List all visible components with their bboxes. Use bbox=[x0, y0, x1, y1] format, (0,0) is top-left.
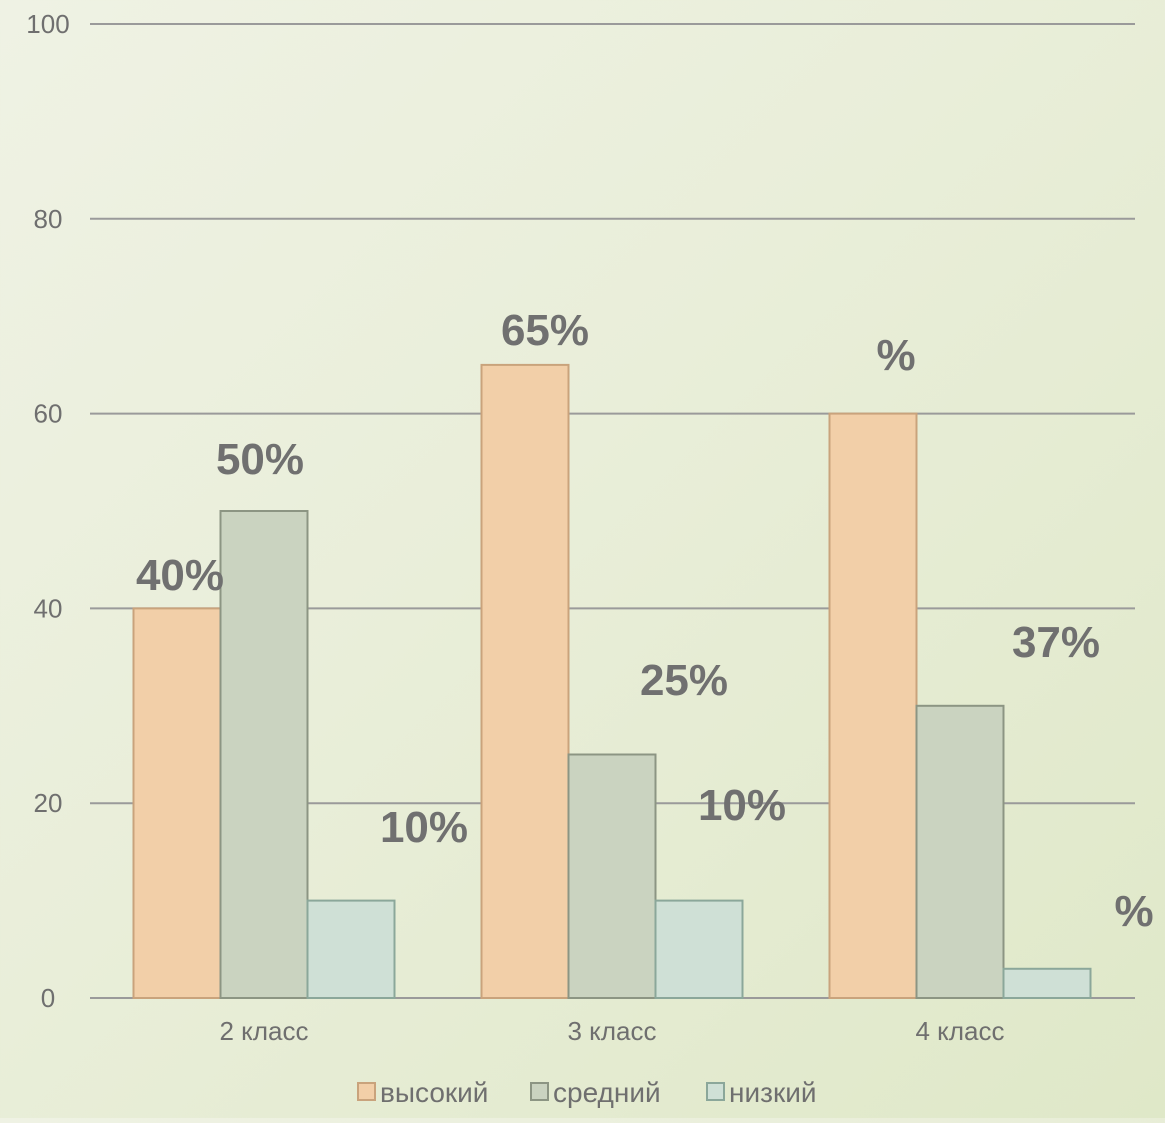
data-label-низкий-1: 10% bbox=[380, 803, 468, 852]
bar-средний-1 bbox=[219, 510, 309, 999]
y-tick-label: 80 bbox=[34, 204, 63, 234]
y-tick-label: 20 bbox=[34, 788, 63, 818]
bar-низкий-1 bbox=[306, 899, 396, 999]
bars bbox=[132, 363, 1092, 1000]
x-category-label: 3 класс bbox=[568, 1016, 657, 1046]
bar-высокий-2 bbox=[480, 363, 570, 999]
data-label-высокий-2: 65% bbox=[501, 306, 589, 355]
legend: высокий средний низкий bbox=[357, 1077, 816, 1108]
legend-label: низкий bbox=[729, 1077, 816, 1108]
legend-swatch bbox=[357, 1082, 376, 1101]
bar-низкий-3 bbox=[1002, 967, 1092, 1000]
bar-высокий-1 bbox=[132, 607, 222, 1000]
bar-низкий-2 bbox=[654, 899, 744, 999]
data-labels: 40% 65%% 50% 25% 37% 10% 10%% bbox=[136, 306, 1154, 936]
data-label-средний-1: 50% bbox=[216, 435, 304, 484]
legend-label: высокий bbox=[380, 1077, 488, 1108]
y-tick-label: 40 bbox=[34, 593, 63, 623]
bar-высокий-3 bbox=[828, 412, 918, 1000]
legend-swatch bbox=[706, 1082, 725, 1101]
x-axis-categories: 2 класс 3 класс 4 класс bbox=[220, 1016, 1005, 1046]
data-label-высокий-3: % bbox=[876, 331, 915, 380]
y-axis-ticks: 0 20 40 60 80 100 bbox=[26, 9, 69, 1013]
data-label-высокий-1: 40% bbox=[136, 551, 224, 600]
data-label-низкий-2: 10% bbox=[698, 781, 786, 830]
x-category-label: 2 класс bbox=[220, 1016, 309, 1046]
bar-средний-2 bbox=[567, 753, 657, 999]
y-tick-label: 60 bbox=[34, 399, 63, 429]
data-label-низкий-3: % bbox=[1114, 887, 1153, 936]
legend-item-низкий: низкий bbox=[706, 1077, 816, 1108]
data-label-средний-3: 37% bbox=[1012, 618, 1100, 667]
x-category-label: 4 класс bbox=[916, 1016, 1005, 1046]
legend-swatch bbox=[530, 1082, 549, 1101]
legend-label: средний bbox=[553, 1077, 661, 1108]
legend-item-высокий: высокий bbox=[357, 1077, 488, 1108]
y-tick-label: 100 bbox=[26, 9, 69, 39]
bar-средний-3 bbox=[915, 704, 1005, 999]
legend-item-средний: средний bbox=[530, 1077, 661, 1108]
y-tick-label: 0 bbox=[41, 983, 55, 1013]
data-label-средний-2: 25% bbox=[640, 656, 728, 705]
